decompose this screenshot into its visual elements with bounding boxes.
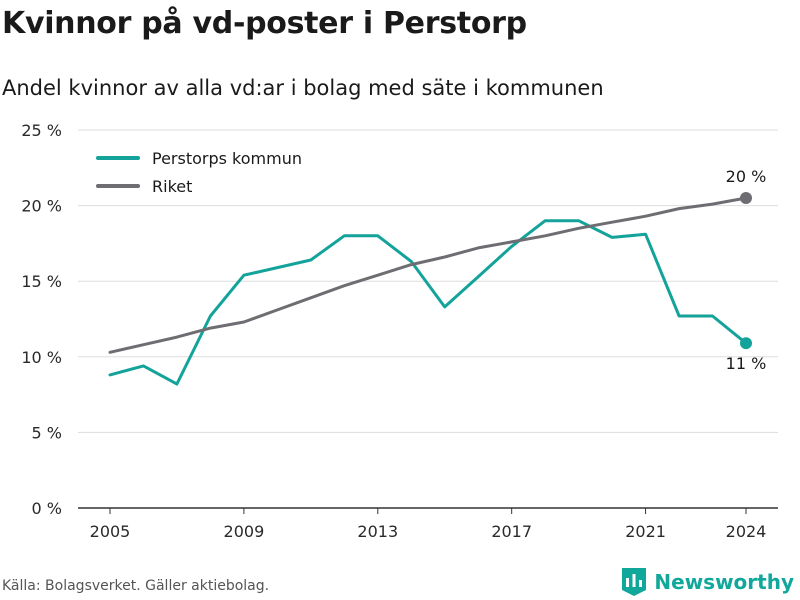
brand-name: Newsworthy — [654, 570, 794, 594]
x-tick-label-2024: 2024 — [726, 522, 767, 541]
brand-logo: Newsworthy — [622, 568, 794, 596]
newsworthy-logo-icon — [622, 568, 647, 596]
x-tick-label-2021: 2021 — [625, 522, 666, 541]
y-tick-label-15: 15 % — [21, 272, 62, 291]
y-tick-label-20: 20 % — [21, 197, 62, 216]
chart-subtitle: Andel kvinnor av alla vd:ar i bolag med … — [2, 76, 604, 100]
series-end-point-1 — [740, 192, 752, 205]
source-note: Källa: Bolagsverket. Gäller aktiebolag. — [2, 578, 270, 594]
x-tick-label-2017: 2017 — [491, 522, 532, 541]
x-tick-label-2013: 2013 — [357, 522, 398, 541]
series-end-label-1: 20 % — [726, 167, 767, 186]
series-end-point-0 — [740, 337, 752, 350]
legend-label-0: Perstorps kommun — [152, 149, 302, 168]
series-line-1 — [108, 196, 748, 354]
series-line-0 — [108, 219, 748, 386]
x-tick-label-2005: 2005 — [90, 522, 131, 541]
y-tick-label-10: 10 % — [21, 348, 62, 367]
y-tick-label-0: 0 % — [32, 499, 62, 518]
y-tick-label-5: 5 % — [32, 423, 62, 442]
chart-title: Kvinnor på vd-poster i Perstorp — [2, 6, 527, 41]
x-tick-label-2009: 2009 — [224, 522, 265, 541]
series-end-label-0: 11 % — [726, 354, 767, 373]
legend-label-1: Riket — [152, 177, 192, 196]
y-tick-label-25: 25 % — [21, 121, 62, 140]
